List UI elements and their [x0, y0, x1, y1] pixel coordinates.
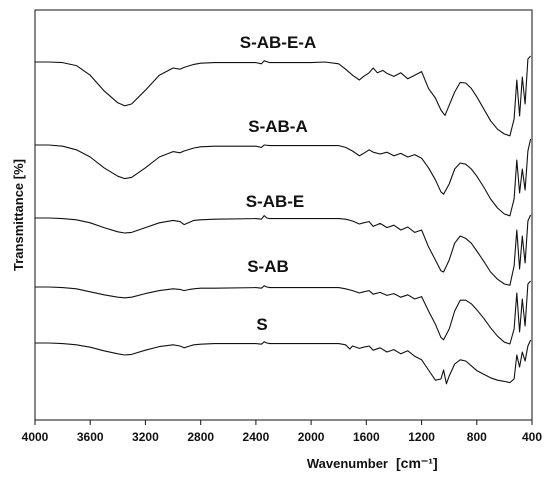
x-axis-unit: [cm⁻¹]	[396, 455, 438, 471]
plot-frame	[34, 9, 533, 421]
x-tick-label-8: 800	[467, 430, 487, 444]
series-label-2: S-AB-E	[246, 192, 305, 211]
x-tick-label-1: 3600	[77, 430, 104, 444]
x-tick-label-4: 2400	[243, 430, 270, 444]
series-label-4: S	[256, 315, 267, 334]
series-label-0: S-AB-E-A	[240, 33, 317, 52]
series-label-1: S-AB-A	[248, 117, 308, 136]
x-tick-label-5: 2000	[298, 430, 325, 444]
x-tick-label-6: 1600	[353, 430, 380, 444]
spectrum-line-0	[35, 55, 532, 137]
spectrum-line-4	[35, 339, 532, 385]
spectrum-line-3	[35, 280, 532, 345]
x-axis-label: Wavenumber	[307, 456, 388, 471]
spectrum-line-2	[35, 214, 532, 286]
series-labels-group: S-AB-E-A S-AB-A S-AB-E S-AB S	[240, 33, 317, 334]
x-tick-label-3: 2800	[187, 430, 214, 444]
spectra-group	[35, 55, 532, 385]
x-tick-label-7: 1200	[408, 430, 435, 444]
spectrum-line-1	[35, 138, 532, 217]
x-axis-ticks: 4000 3600 3200 2800 2400 2000 1600 1200 800 400	[22, 420, 542, 444]
x-tick-label-2: 3200	[132, 430, 159, 444]
y-axis-label: Transmittance [%]	[11, 159, 26, 271]
x-tick-label-9: 400	[522, 430, 542, 444]
x-tick-label-0: 4000	[22, 430, 49, 444]
series-label-3: S-AB	[247, 257, 289, 276]
